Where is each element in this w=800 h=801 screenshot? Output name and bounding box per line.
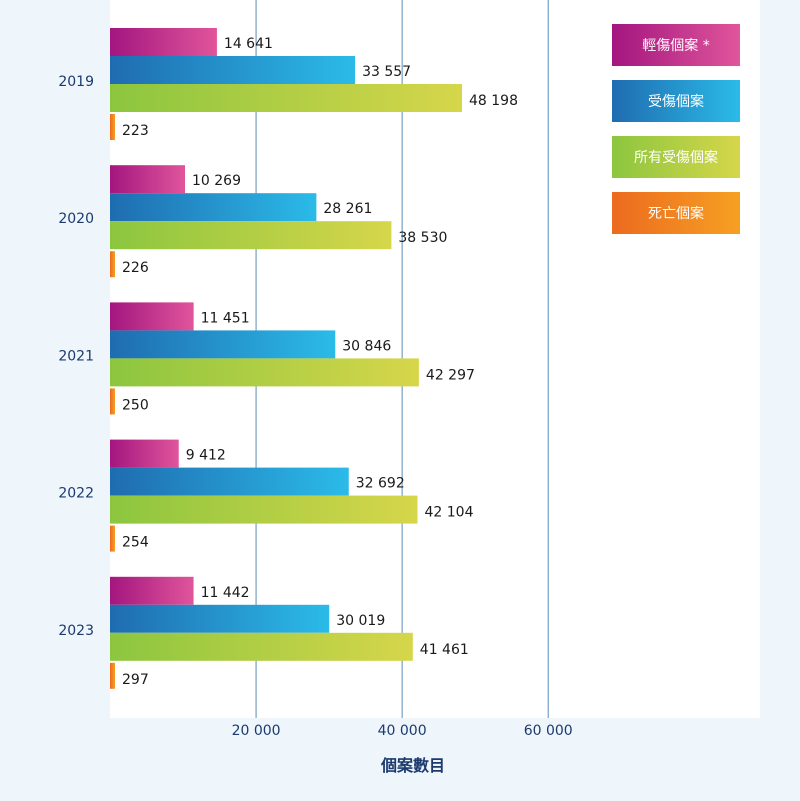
bar-2020-series-1 xyxy=(110,193,317,222)
data-label-2019-series-0: 14 641 xyxy=(224,36,273,52)
data-label-2021-series-0: 11 451 xyxy=(201,310,250,326)
bar-2022-series-3 xyxy=(110,525,115,552)
bar-2022-series-0 xyxy=(110,439,179,468)
data-label-2023-series-2: 41 461 xyxy=(420,642,469,658)
bar-2022-series-2 xyxy=(110,495,418,524)
bar-2022-series-1 xyxy=(110,467,349,496)
legend-swatch-1 xyxy=(612,80,740,122)
legend-swatch-2 xyxy=(612,136,740,178)
legend-label-0: 輕傷個案 * xyxy=(642,37,709,54)
data-label-2022-series-1: 32 692 xyxy=(356,476,405,492)
data-label-2020-series-0: 10 269 xyxy=(192,173,241,189)
bar-2020-series-3 xyxy=(110,251,115,278)
data-label-2022-series-0: 9 412 xyxy=(186,448,226,464)
data-label-2020-series-1: 28 261 xyxy=(323,201,372,217)
data-label-2021-series-2: 42 297 xyxy=(426,367,475,383)
data-label-2021-series-3: 250 xyxy=(122,397,149,413)
category-label-2021: 2021 xyxy=(58,348,94,364)
category-label-2023: 2023 xyxy=(58,623,94,639)
data-label-2019-series-1: 33 557 xyxy=(362,64,411,80)
bar-2021-series-1 xyxy=(110,330,336,359)
data-label-2023-series-3: 297 xyxy=(122,672,149,688)
legend-swatch-0 xyxy=(612,24,740,66)
bar-2019-series-1 xyxy=(110,56,356,84)
data-label-2022-series-2: 42 104 xyxy=(425,505,474,521)
bar-2020-series-2 xyxy=(110,221,392,250)
bar-2019-series-2 xyxy=(110,84,463,112)
data-label-2022-series-3: 254 xyxy=(122,535,149,551)
bar-2020-series-0 xyxy=(110,165,185,194)
data-label-2023-series-1: 30 019 xyxy=(336,613,385,629)
legend-swatch-3 xyxy=(612,192,740,234)
data-label-2019-series-2: 48 198 xyxy=(469,93,518,109)
data-label-2020-series-3: 226 xyxy=(122,260,149,276)
legend-label-2: 所有受傷個案 xyxy=(634,149,718,166)
bar-2023-series-3 xyxy=(110,662,115,689)
legend-label-1: 受傷個案 xyxy=(648,93,704,110)
x-tick-label: 20 000 xyxy=(232,723,281,739)
x-tick-label: 40 000 xyxy=(378,723,427,739)
bar-2023-series-0 xyxy=(110,576,194,605)
bar-2019-series-3 xyxy=(110,114,115,140)
bar-2021-series-0 xyxy=(110,302,194,331)
bar-2023-series-1 xyxy=(110,604,330,633)
x-tick-label: 60 000 xyxy=(524,723,573,739)
bar-2019-series-0 xyxy=(110,28,217,56)
x-axis-title: 個案數目 xyxy=(380,756,445,775)
data-label-2021-series-1: 30 846 xyxy=(342,338,391,354)
category-label-2020: 2020 xyxy=(58,211,94,227)
bar-2021-series-2 xyxy=(110,358,419,387)
category-label-2019: 2019 xyxy=(58,74,94,90)
data-label-2023-series-0: 11 442 xyxy=(201,585,250,601)
data-label-2020-series-2: 38 530 xyxy=(398,230,447,246)
bar-2021-series-3 xyxy=(110,388,115,415)
legend-label-3: 死亡個案 xyxy=(648,205,704,222)
category-label-2022: 2022 xyxy=(58,486,94,502)
data-label-2019-series-3: 223 xyxy=(122,123,149,139)
bar-2023-series-2 xyxy=(110,632,413,661)
